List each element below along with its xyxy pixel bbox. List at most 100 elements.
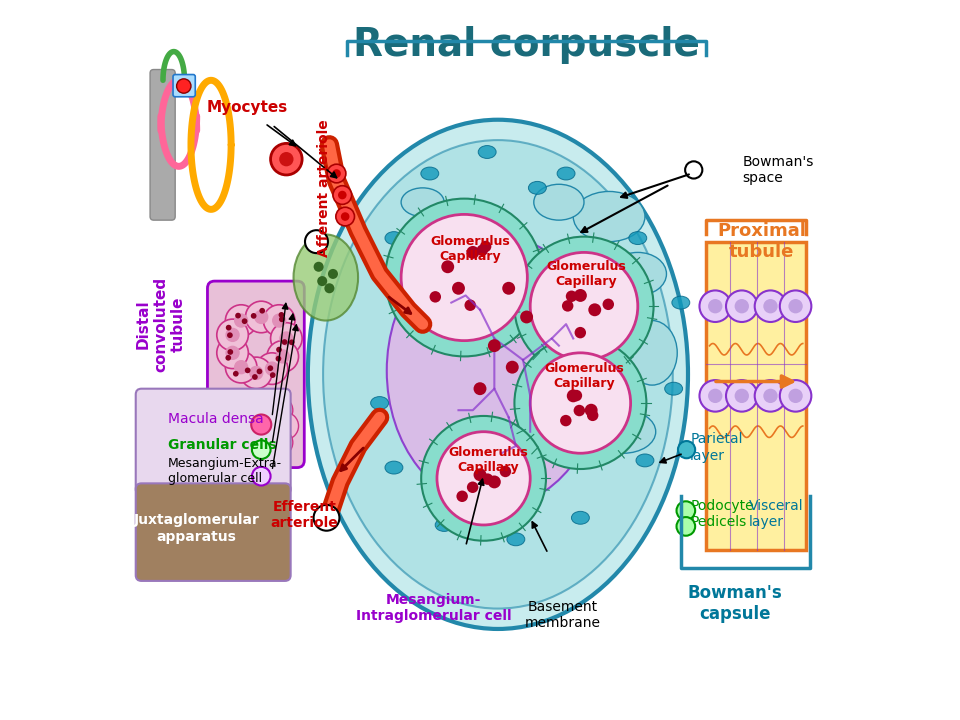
Text: Macula densa: Macula densa	[168, 412, 264, 426]
Ellipse shape	[573, 192, 645, 242]
Circle shape	[755, 380, 786, 412]
Circle shape	[240, 368, 246, 374]
Text: Parietal
layer: Parietal layer	[690, 433, 743, 463]
Circle shape	[242, 410, 247, 415]
Circle shape	[473, 468, 487, 481]
Circle shape	[217, 337, 249, 369]
Circle shape	[257, 444, 269, 455]
Ellipse shape	[401, 188, 444, 217]
Circle shape	[467, 246, 479, 259]
Circle shape	[263, 305, 295, 336]
Circle shape	[341, 212, 349, 221]
Circle shape	[228, 413, 234, 419]
Circle shape	[685, 161, 703, 179]
Circle shape	[252, 441, 271, 459]
Ellipse shape	[385, 232, 403, 245]
Circle shape	[226, 351, 257, 383]
Circle shape	[222, 419, 233, 431]
Ellipse shape	[399, 303, 418, 316]
Ellipse shape	[609, 253, 666, 295]
FancyBboxPatch shape	[150, 70, 175, 220]
Circle shape	[502, 282, 516, 294]
Circle shape	[236, 366, 242, 372]
Circle shape	[279, 152, 294, 166]
Circle shape	[708, 299, 723, 313]
Circle shape	[700, 290, 731, 322]
Circle shape	[275, 399, 280, 405]
Circle shape	[255, 377, 261, 383]
Text: Proximal
tubule: Proximal tubule	[717, 222, 806, 261]
FancyBboxPatch shape	[173, 75, 195, 96]
FancyBboxPatch shape	[706, 242, 806, 550]
Circle shape	[763, 299, 778, 313]
Circle shape	[328, 269, 338, 279]
Circle shape	[281, 431, 287, 437]
Circle shape	[271, 323, 302, 354]
Circle shape	[473, 382, 487, 395]
Circle shape	[588, 325, 600, 337]
Circle shape	[506, 361, 518, 374]
Circle shape	[252, 467, 271, 485]
Text: Myocytes: Myocytes	[206, 99, 288, 114]
Circle shape	[700, 380, 731, 412]
Circle shape	[488, 475, 501, 488]
Circle shape	[314, 505, 340, 531]
Circle shape	[566, 390, 580, 402]
Circle shape	[281, 406, 287, 412]
Text: Afferent arteriole: Afferent arteriole	[318, 119, 331, 257]
Circle shape	[585, 404, 598, 417]
Circle shape	[677, 501, 695, 520]
Circle shape	[780, 380, 811, 412]
Circle shape	[226, 328, 240, 342]
Circle shape	[233, 334, 239, 340]
Circle shape	[726, 290, 757, 322]
Circle shape	[252, 415, 272, 435]
Circle shape	[492, 480, 502, 492]
Circle shape	[284, 425, 290, 431]
Circle shape	[708, 389, 723, 403]
Circle shape	[289, 341, 295, 347]
Circle shape	[217, 319, 249, 351]
Circle shape	[219, 426, 246, 453]
Circle shape	[250, 436, 277, 463]
Circle shape	[265, 310, 271, 316]
Text: Basement
membrane: Basement membrane	[524, 600, 601, 631]
Ellipse shape	[294, 235, 358, 320]
Circle shape	[274, 437, 285, 449]
Circle shape	[272, 313, 286, 328]
Text: Mesangium-
Intraglomerular cell: Mesangium- Intraglomerular cell	[355, 593, 511, 624]
Circle shape	[266, 397, 293, 424]
Circle shape	[678, 441, 695, 458]
Circle shape	[317, 276, 327, 286]
Circle shape	[276, 359, 282, 364]
Circle shape	[224, 356, 229, 361]
Circle shape	[229, 344, 235, 350]
Ellipse shape	[571, 511, 589, 524]
Text: Glomerulus
Capillary: Glomerulus Capillary	[546, 260, 626, 288]
Circle shape	[177, 79, 191, 93]
Circle shape	[251, 447, 256, 453]
Circle shape	[385, 199, 543, 356]
Circle shape	[232, 436, 260, 463]
Circle shape	[271, 432, 276, 438]
Circle shape	[520, 310, 533, 323]
Circle shape	[279, 420, 291, 432]
Circle shape	[574, 282, 586, 293]
Circle shape	[734, 299, 749, 313]
Ellipse shape	[534, 184, 584, 220]
Circle shape	[226, 346, 240, 360]
Circle shape	[472, 270, 484, 282]
Circle shape	[256, 402, 262, 408]
Ellipse shape	[627, 320, 677, 385]
Circle shape	[227, 432, 232, 438]
Circle shape	[272, 413, 299, 440]
Ellipse shape	[591, 410, 656, 453]
Ellipse shape	[478, 145, 496, 158]
Circle shape	[226, 305, 257, 336]
Circle shape	[305, 230, 328, 253]
Circle shape	[574, 289, 587, 302]
Circle shape	[314, 262, 324, 271]
Circle shape	[442, 261, 454, 273]
Circle shape	[234, 360, 249, 374]
Circle shape	[401, 215, 527, 341]
